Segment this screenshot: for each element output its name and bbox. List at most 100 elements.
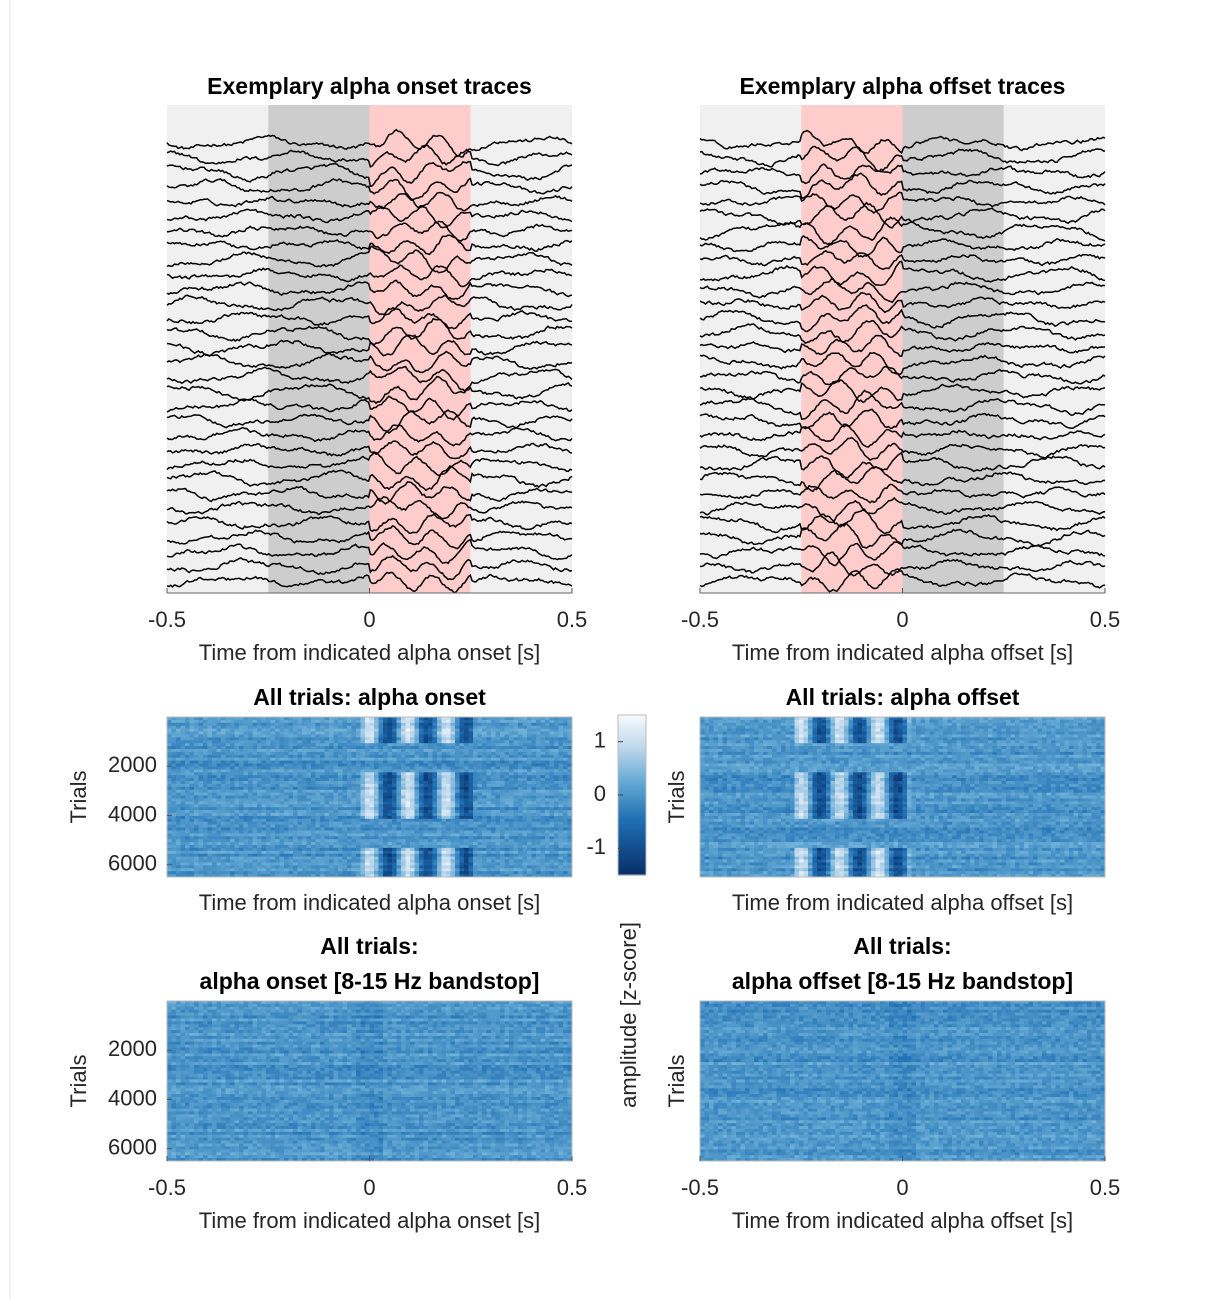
heatmap-cell <box>239 726 244 729</box>
heatmap-cell <box>343 764 348 767</box>
heatmap-cell <box>361 790 366 793</box>
heatmap-cell <box>275 767 280 770</box>
heatmap-cell <box>559 781 564 784</box>
heatmap-cell <box>437 717 442 720</box>
heatmap-cell <box>253 796 258 799</box>
x-axis-label: Time from indicated alpha onset [s] <box>199 890 541 915</box>
heatmap-cell <box>361 735 366 738</box>
heatmap-cell <box>167 775 172 778</box>
heatmap-cell <box>226 787 231 790</box>
heatmap-cell <box>347 761 352 764</box>
heatmap-cell <box>226 767 231 770</box>
heatmap-cell <box>487 740 492 743</box>
heatmap-cell <box>370 767 375 770</box>
heatmap-cell <box>397 737 402 740</box>
heatmap-cell <box>370 746 375 749</box>
heatmap-cell <box>410 752 415 755</box>
heatmap-cell <box>217 761 222 764</box>
heatmap-cell <box>554 717 559 720</box>
heatmap-cell <box>518 790 523 793</box>
heatmap-cell <box>424 749 429 752</box>
heatmap-cell <box>451 755 456 758</box>
heatmap-cell <box>172 769 177 772</box>
heatmap-cell <box>374 737 379 740</box>
heatmap-cell <box>325 746 330 749</box>
heatmap-cell <box>356 755 361 758</box>
heatmap-cell <box>226 796 231 799</box>
heatmap-cell <box>496 723 501 726</box>
heatmap-cell <box>248 758 253 761</box>
heatmap-cell <box>176 737 181 740</box>
heatmap-cell <box>424 752 429 755</box>
heatmap-cell <box>289 740 294 743</box>
heatmap-cell <box>451 781 456 784</box>
heatmap-cell <box>347 755 352 758</box>
heatmap-cell <box>221 787 226 790</box>
heatmap-cell <box>550 737 555 740</box>
heatmap-cell <box>482 781 487 784</box>
heatmap-cell <box>428 758 433 761</box>
heatmap-cell <box>437 772 442 775</box>
heatmap-cell <box>401 769 406 772</box>
heatmap-cell <box>352 784 357 787</box>
heatmap-cell <box>172 801 177 804</box>
heatmap-cell <box>221 749 226 752</box>
heatmap-cell <box>352 749 357 752</box>
heatmap-cell <box>446 761 451 764</box>
heatmap-cell <box>338 787 343 790</box>
heatmap-cell <box>194 720 199 723</box>
heatmap-cell <box>383 767 388 770</box>
heatmap-cell <box>280 749 285 752</box>
heatmap-cell <box>469 796 474 799</box>
heatmap-cell <box>473 743 478 746</box>
heatmap-cell <box>307 743 312 746</box>
heatmap-cell <box>442 793 447 796</box>
heatmap-cell <box>284 735 289 738</box>
heatmap-cell <box>559 758 564 761</box>
heatmap-cell <box>203 758 208 761</box>
heatmap-cell <box>518 740 523 743</box>
heatmap-cell <box>482 764 487 767</box>
heatmap-cell <box>514 784 519 787</box>
heatmap-cell <box>491 799 496 802</box>
heatmap-cell <box>262 767 267 770</box>
heatmap-cell <box>379 717 384 720</box>
heatmap-cell <box>167 769 172 772</box>
heatmap-cell <box>199 799 204 802</box>
heatmap-cell <box>550 726 555 729</box>
heatmap-cell <box>356 764 361 767</box>
heatmap-cell <box>248 755 253 758</box>
heatmap-cell <box>307 781 312 784</box>
heatmap-cell <box>415 723 420 726</box>
heatmap-cell <box>338 732 343 735</box>
heatmap-cell <box>167 755 172 758</box>
heatmap-cell <box>343 793 348 796</box>
heatmap-cell <box>253 720 258 723</box>
heatmap-cell <box>343 749 348 752</box>
heatmap-cell <box>419 781 424 784</box>
heatmap-cell <box>280 743 285 746</box>
heatmap-cell <box>505 732 510 735</box>
heatmap-cell <box>433 726 438 729</box>
heatmap-cell <box>226 732 231 735</box>
heatmap-cell <box>338 799 343 802</box>
heatmap-cell <box>469 799 474 802</box>
heatmap-cell <box>226 743 231 746</box>
heatmap-cell <box>320 740 325 743</box>
heatmap-cell <box>370 787 375 790</box>
heatmap-cell <box>307 758 312 761</box>
heatmap-cell <box>275 732 280 735</box>
heatmap-cell <box>505 723 510 726</box>
heatmap-cell <box>388 737 393 740</box>
heatmap-cell <box>221 764 226 767</box>
heatmap-cell <box>203 752 208 755</box>
heatmap-cell <box>181 784 186 787</box>
heatmap-cell <box>388 743 393 746</box>
heatmap-cell <box>343 761 348 764</box>
heatmap-cell <box>316 764 321 767</box>
heatmap-cell <box>559 790 564 793</box>
heatmap-cell <box>491 749 496 752</box>
heatmap-cell <box>307 775 312 778</box>
heatmap-cell <box>464 723 469 726</box>
heatmap-cell <box>217 720 222 723</box>
